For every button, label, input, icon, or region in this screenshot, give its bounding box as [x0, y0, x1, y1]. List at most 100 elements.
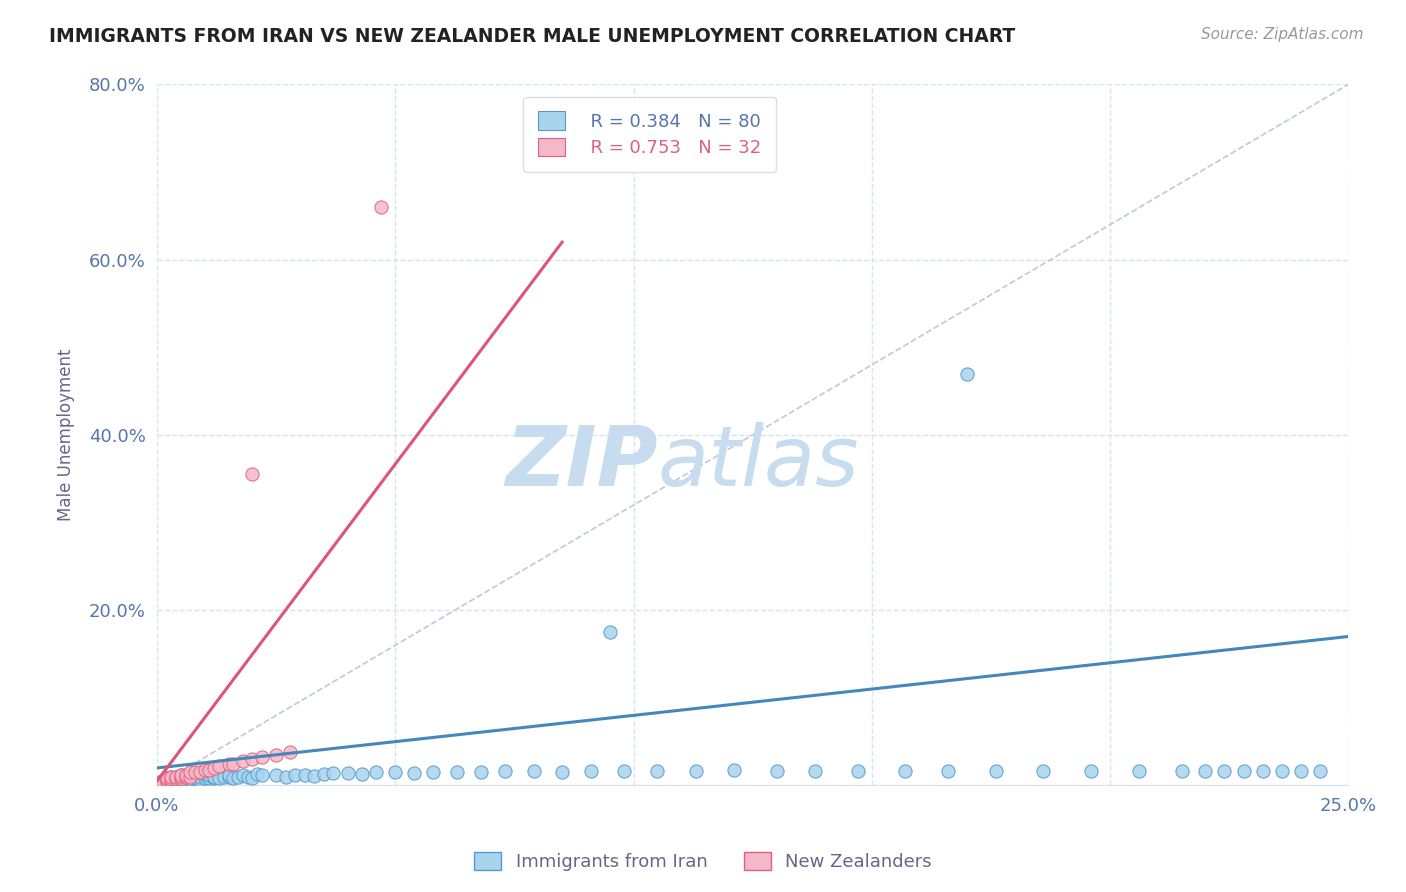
Point — [1232, 764, 1254, 779]
Point — [155, 773, 177, 788]
Point — [160, 770, 183, 784]
Point — [150, 776, 173, 790]
Point — [240, 467, 263, 482]
Point — [179, 770, 201, 784]
Point — [179, 772, 201, 787]
Point — [1194, 764, 1216, 779]
Point — [174, 774, 197, 789]
Point — [246, 767, 269, 781]
Point — [803, 764, 825, 779]
Point — [170, 774, 193, 789]
Text: atlas: atlas — [658, 423, 859, 503]
Point — [170, 768, 193, 782]
Point — [240, 771, 263, 785]
Point — [274, 770, 297, 784]
Point — [1213, 764, 1236, 779]
Point — [188, 773, 211, 788]
Point — [336, 766, 359, 780]
Point — [160, 774, 183, 789]
Point — [522, 764, 544, 779]
Text: ZIP: ZIP — [505, 423, 658, 503]
Point — [765, 764, 787, 778]
Point — [165, 774, 187, 789]
Point — [723, 763, 745, 777]
Point — [250, 750, 273, 764]
Point — [165, 770, 187, 784]
Point — [198, 771, 221, 785]
Point — [312, 767, 335, 781]
Point — [160, 770, 183, 784]
Point — [165, 770, 187, 784]
Point — [174, 770, 197, 784]
Point — [647, 764, 669, 778]
Point — [264, 768, 287, 782]
Legend:   R = 0.384   N = 80,   R = 0.753   N = 32: R = 0.384 N = 80, R = 0.753 N = 32 — [523, 97, 776, 172]
Point — [179, 774, 201, 789]
Point — [222, 756, 245, 771]
Point — [236, 770, 259, 784]
Point — [188, 770, 211, 784]
Point — [198, 763, 221, 777]
Point — [155, 775, 177, 789]
Point — [194, 772, 217, 786]
Point — [1289, 764, 1312, 779]
Point — [218, 770, 240, 784]
Point — [218, 756, 240, 771]
Point — [184, 772, 207, 786]
Point — [160, 772, 183, 786]
Text: Source: ZipAtlas.com: Source: ZipAtlas.com — [1201, 27, 1364, 42]
Point — [370, 200, 392, 214]
Point — [322, 766, 344, 780]
Point — [194, 763, 217, 777]
Point — [208, 759, 231, 773]
Point — [1251, 764, 1274, 779]
Text: IMMIGRANTS FROM IRAN VS NEW ZEALANDER MALE UNEMPLOYMENT CORRELATION CHART: IMMIGRANTS FROM IRAN VS NEW ZEALANDER MA… — [49, 27, 1015, 45]
Point — [202, 772, 225, 786]
Point — [170, 773, 193, 788]
Point — [240, 752, 263, 766]
Point — [208, 771, 231, 785]
Point — [685, 764, 707, 779]
Point — [551, 765, 574, 780]
Legend: Immigrants from Iran, New Zealanders: Immigrants from Iran, New Zealanders — [467, 846, 939, 879]
Point — [384, 765, 406, 780]
Point — [1032, 764, 1054, 779]
Point — [179, 770, 201, 784]
Point — [184, 765, 207, 780]
Point — [846, 764, 869, 779]
Point — [494, 764, 516, 779]
Point — [170, 768, 193, 782]
Y-axis label: Male Unemployment: Male Unemployment — [58, 349, 75, 521]
Point — [404, 766, 426, 780]
Point — [280, 745, 302, 759]
Point — [599, 625, 621, 640]
Point — [294, 768, 316, 782]
Point — [613, 764, 636, 778]
Point — [1170, 764, 1192, 778]
Point — [1080, 764, 1102, 779]
Point — [250, 768, 273, 782]
Point — [579, 764, 602, 779]
Point — [170, 770, 193, 784]
Point — [150, 774, 173, 789]
Point — [284, 768, 307, 782]
Point — [170, 772, 193, 786]
Point — [226, 770, 249, 784]
Point — [170, 772, 193, 787]
Point — [956, 367, 979, 381]
Point — [150, 774, 173, 789]
Point — [232, 768, 254, 782]
Point — [218, 768, 240, 782]
Point — [422, 765, 444, 780]
Point — [1271, 764, 1294, 779]
Point — [160, 774, 183, 789]
Point — [264, 747, 287, 762]
Point — [202, 770, 225, 784]
Point — [350, 767, 373, 781]
Point — [1309, 764, 1331, 778]
Point — [894, 764, 917, 778]
Point — [446, 765, 468, 780]
Point — [155, 772, 177, 786]
Point — [232, 754, 254, 768]
Point — [366, 765, 388, 780]
